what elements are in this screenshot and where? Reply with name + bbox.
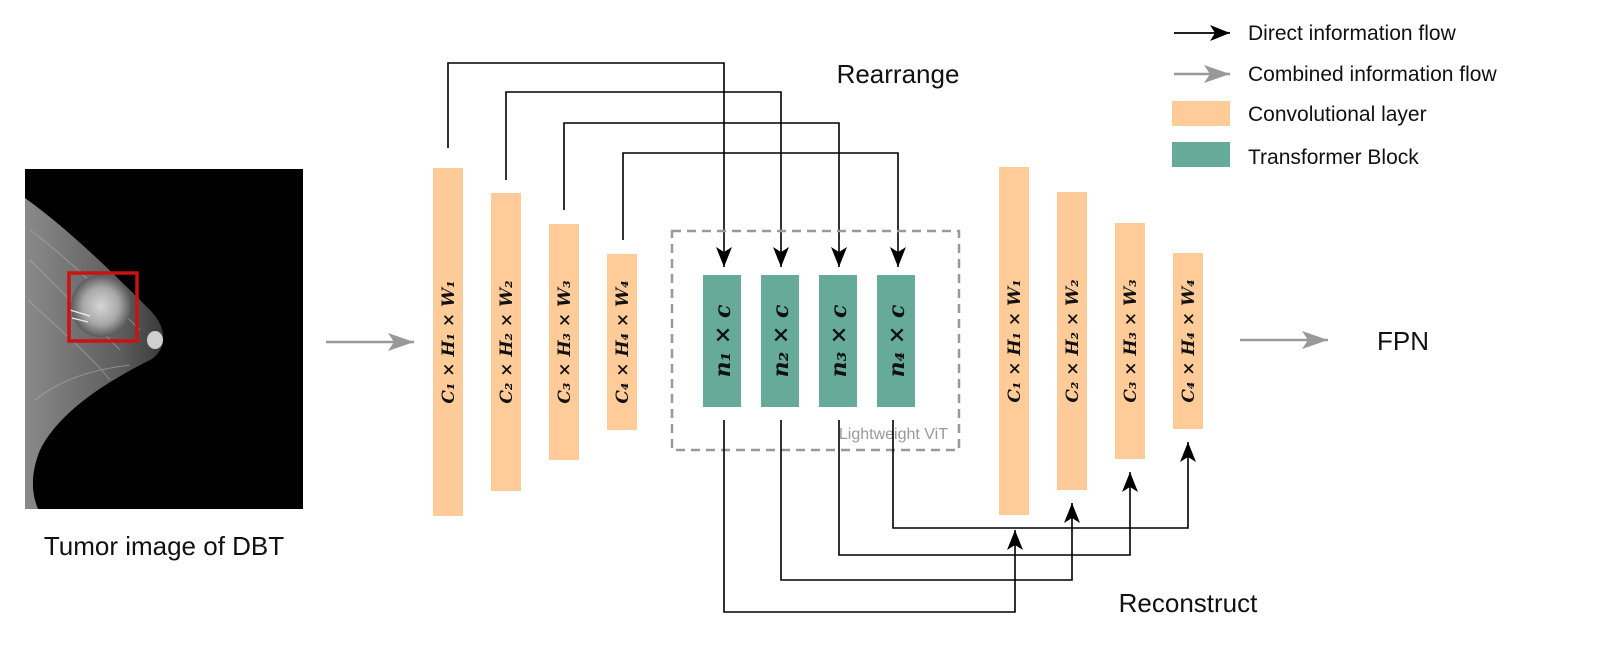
output-conv-layer-4 [1173,253,1203,429]
input-conv-layer-1 [433,168,463,516]
reconstruct-arrow-4 [892,420,1196,529]
rearrange-arrow-2 [505,91,789,267]
output-conv-layer-3 [1115,223,1145,459]
output-layer-3-label: C₃ × H₃ × W₃ [1121,279,1141,402]
input-feature-stack: C₁ × H₁ × W₁ C₂ × H₂ × W₂ C₃ × H₃ × W₃ C… [433,168,637,516]
fpn-label: FPN [1377,326,1429,356]
mammogram-image [25,169,303,509]
image-caption: Tumor image of DBT [44,531,284,561]
transformer-block-2 [761,275,799,407]
reconstruct-arrow-2 [780,420,1080,581]
legend-transformer-swatch [1172,142,1230,167]
transformer-block-2-label: n₂ × c [768,304,794,377]
output-conv-layer-2 [1057,192,1087,490]
legend-combined-label: Combined information flow [1248,63,1497,86]
input-conv-layer-3 [549,224,579,460]
rearrange-label: Rearrange [837,59,960,89]
lightweight-vit-box [670,229,961,452]
transformer-block-3-label: n₃ × c [826,304,852,377]
input-layer-4-label: C₄ × H₄ × W₄ [613,280,633,403]
input-conv-layer-4 [607,254,637,430]
legend: Direct information flow Combined informa… [1172,22,1497,169]
legend-conv-label: Convolutional layer [1248,103,1427,126]
input-conv-layer-2 [491,193,521,491]
transformer-blocks: n₁ × c n₂ × c n₃ × c n₄ × c [703,275,915,407]
tumor-roi-box [67,271,139,343]
legend-conv-swatch [1172,101,1230,126]
rearrange-flows [447,62,906,267]
rearrange-arrow-4 [622,152,906,267]
output-layer-1-label: C₁ × H₁ × W₁ [1005,279,1025,402]
reconstruct-arrow-1 [723,420,1023,613]
rearrange-arrow-1 [447,62,732,267]
input-layer-3-label: C₃ × H₃ × W₃ [555,280,575,403]
output-conv-layer-1 [999,167,1029,515]
output-layer-4-label: C₄ × H₄ × W₄ [1179,279,1199,402]
transformer-block-1-label: n₁ × c [710,304,736,377]
transformer-block-3 [819,275,857,407]
legend-direct-label: Direct information flow [1248,22,1457,45]
transformer-block-1 [703,275,741,407]
reconstruct-label: Reconstruct [1119,588,1258,618]
transformer-block-4 [877,275,915,407]
input-layer-2-label: C₂ × H₂ × W₂ [497,280,517,403]
legend-transformer-label: Transformer Block [1248,146,1419,169]
input-layer-1-label: C₁ × H₁ × W₁ [439,280,459,403]
output-layer-2-label: C₂ × H₂ × W₂ [1063,279,1083,402]
output-feature-stack: C₁ × H₁ × W₁ C₂ × H₂ × W₂ C₃ × H₃ × W₃ C… [999,167,1203,515]
transformer-block-4-label: n₄ × c [884,304,910,377]
rearrange-arrow-3 [563,122,847,267]
reconstruct-flows [723,420,1196,613]
reconstruct-arrow-3 [838,420,1138,556]
